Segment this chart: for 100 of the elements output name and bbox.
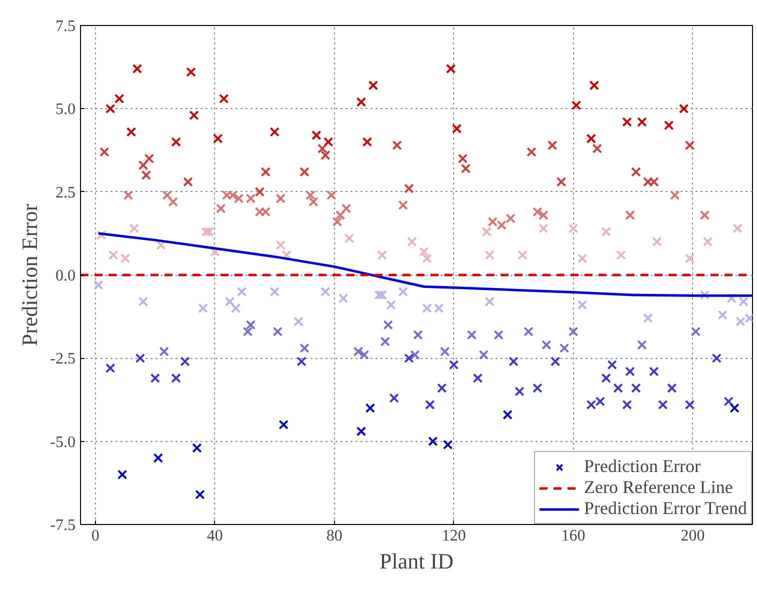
point: [726, 293, 736, 304]
point: [306, 190, 316, 200]
y-axis-title: Prediction Error: [17, 203, 42, 346]
point: [356, 97, 366, 107]
point: [380, 336, 390, 346]
point: [616, 250, 626, 260]
point: [658, 400, 668, 410]
point: [556, 176, 566, 187]
point: [183, 176, 193, 187]
point: [192, 443, 202, 453]
point: [189, 110, 199, 120]
point: [404, 353, 414, 364]
point: [236, 286, 247, 297]
point: [666, 383, 677, 393]
point: [276, 240, 286, 250]
point: [186, 67, 196, 77]
point: [156, 240, 166, 250]
point: [320, 286, 330, 297]
point: [100, 147, 110, 157]
point: [466, 330, 477, 340]
point: [607, 360, 618, 370]
point: [484, 250, 495, 260]
point: [702, 236, 713, 247]
point: [446, 64, 456, 74]
point: [94, 280, 104, 290]
point: [300, 166, 310, 177]
point: [718, 310, 728, 320]
point: [150, 373, 160, 384]
point: [108, 250, 118, 260]
point: [132, 64, 142, 74]
point: [201, 226, 211, 237]
point: [218, 94, 229, 104]
legend-label: Prediction Error Trend: [584, 498, 747, 519]
point: [652, 236, 662, 247]
point: [270, 127, 280, 137]
point: [700, 290, 710, 300]
point: [159, 346, 170, 356]
point: [368, 80, 378, 90]
point: [684, 400, 695, 410]
point: [538, 224, 548, 234]
x-tick-label: 40: [206, 528, 223, 544]
point: [524, 326, 534, 336]
point: [613, 383, 623, 393]
point: [724, 396, 734, 406]
point: [254, 186, 265, 197]
point: [335, 210, 346, 220]
point: [482, 226, 492, 237]
point: [204, 226, 214, 237]
point: [690, 326, 701, 336]
point: [377, 250, 388, 260]
point: [404, 184, 414, 194]
point: [123, 190, 134, 200]
point: [410, 350, 420, 360]
point: [407, 236, 417, 247]
point: [141, 170, 152, 180]
point: [568, 224, 578, 234]
point: [105, 363, 116, 374]
point: [392, 140, 402, 150]
point: [631, 383, 641, 393]
point: [105, 104, 116, 114]
point: [168, 196, 178, 207]
point: [732, 224, 742, 234]
point: [356, 426, 366, 436]
point: [625, 366, 635, 376]
point: [114, 94, 124, 104]
point: [138, 296, 148, 306]
y-tick-label: -7.5: [50, 517, 76, 534]
point: [300, 343, 310, 354]
point: [270, 286, 280, 297]
point: [180, 356, 190, 366]
point: [138, 160, 148, 170]
point: [213, 134, 223, 144]
point: [738, 296, 748, 306]
point: [362, 137, 372, 147]
point: [398, 286, 408, 297]
point: [577, 300, 588, 310]
point: [272, 326, 283, 336]
point: [135, 353, 146, 364]
point: [559, 343, 570, 354]
point: [144, 154, 154, 164]
point: [120, 253, 130, 264]
point: [664, 120, 674, 130]
point: [625, 210, 635, 220]
point: [700, 210, 710, 220]
point: [377, 290, 388, 300]
point: [440, 346, 450, 356]
point: [276, 194, 286, 204]
point: [472, 373, 483, 384]
y-tick-label: 0.0: [56, 268, 76, 284]
point: [162, 190, 172, 200]
point: [126, 127, 136, 137]
point: [171, 137, 181, 147]
point: [398, 200, 408, 210]
point: [419, 246, 429, 257]
point: [548, 140, 558, 150]
point: [643, 313, 653, 324]
point: [278, 420, 288, 430]
point: [586, 134, 596, 144]
point: [296, 356, 306, 366]
point: [568, 326, 578, 336]
